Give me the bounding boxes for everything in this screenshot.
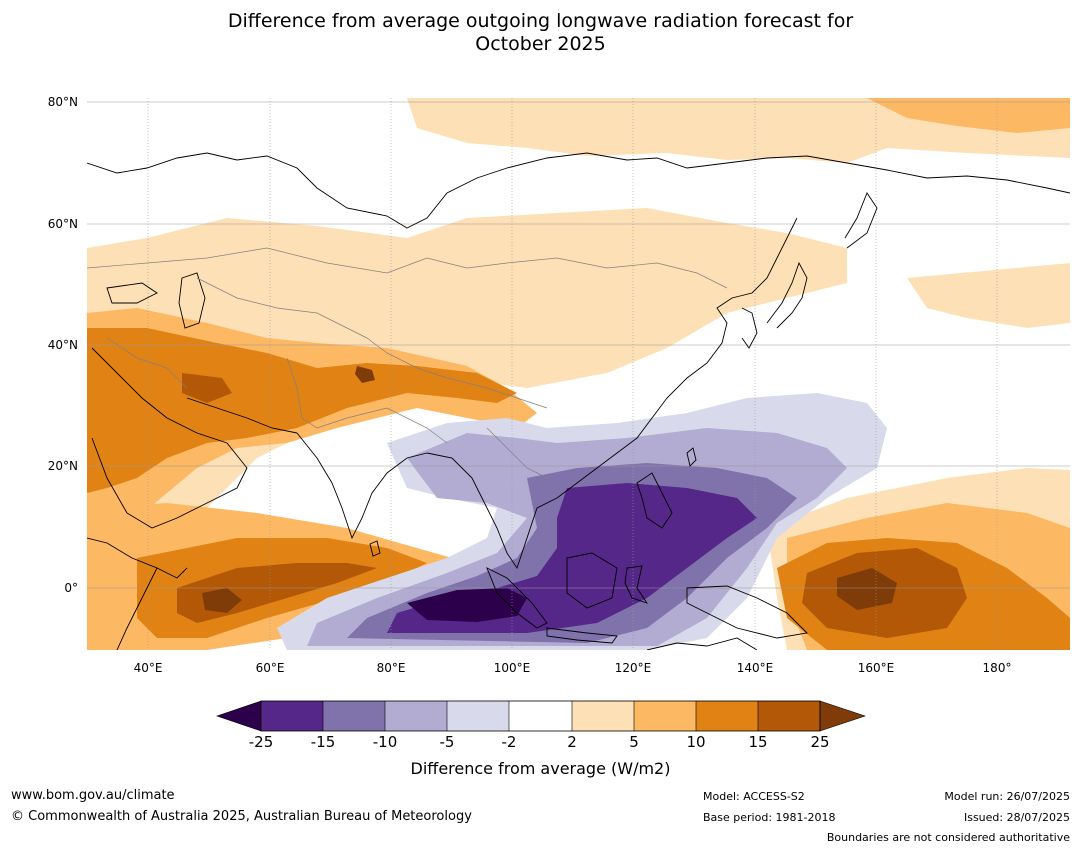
website-link[interactable]: www.bom.gov.au/climate xyxy=(11,788,175,803)
anomaly-map-svg xyxy=(87,98,1070,650)
arabian-peninsula xyxy=(91,347,248,529)
issued-text: Issued: 28/07/2025 xyxy=(963,811,1070,824)
sri-lanka xyxy=(369,540,381,557)
colorbar-bin-9 xyxy=(758,701,820,731)
map-title: Difference from average outgoing longwav… xyxy=(0,10,1081,56)
korea-peninsula xyxy=(741,307,758,349)
japan-islands xyxy=(766,261,808,329)
colorbar-tick-neg5: -5 xyxy=(439,733,455,751)
map-title-line1: Difference from average outgoing longwav… xyxy=(227,10,854,32)
boundary-russia-south xyxy=(87,247,728,289)
arctic-moderate-anomaly xyxy=(867,98,1070,133)
colorbar-outline xyxy=(260,700,821,732)
west-pacific-peak xyxy=(837,568,897,610)
central-asia-positive-anomaly xyxy=(87,208,847,588)
lon-label-80e: 80°E xyxy=(376,661,406,675)
lat-label-60n: 60°N xyxy=(47,217,78,231)
colorbar-label: Difference from average (W/m2) xyxy=(410,759,671,778)
colorbar-above-extension xyxy=(819,700,866,732)
lat-label-0: 0° xyxy=(64,581,78,595)
gridlines xyxy=(87,98,1070,650)
model-run-text: Model run: 26/07/2025 xyxy=(944,790,1070,803)
colorbar-dividers xyxy=(322,701,759,731)
lon-label-140e: 140°E xyxy=(736,661,774,675)
se-asia-coastline xyxy=(426,362,708,570)
disclaimer-text: Boundaries are not considered authoritat… xyxy=(826,831,1070,844)
anomaly-map xyxy=(87,98,1070,650)
map-title-line2: October 2025 xyxy=(475,33,606,55)
boundary-central-asia xyxy=(196,277,368,339)
colorbar-bin-1 xyxy=(261,701,323,731)
colorbar-tick-25: 25 xyxy=(810,733,830,751)
taiwan xyxy=(686,447,697,467)
sulawesi xyxy=(624,565,649,604)
new-guinea xyxy=(686,585,808,639)
lon-label-100e: 100°E xyxy=(493,661,531,675)
horn-of-africa xyxy=(156,567,188,579)
colorbar-below-extension xyxy=(216,700,262,732)
colorbar-bin-7 xyxy=(634,701,696,731)
east-asia-positive-anomaly xyxy=(907,263,1070,328)
lon-label-40e: 40°E xyxy=(133,661,163,675)
anomaly-fields xyxy=(87,98,1070,650)
colorbar-bin-4 xyxy=(447,701,509,731)
colorbar-tick-15: 15 xyxy=(748,733,768,751)
boundary-se-asia xyxy=(486,427,548,479)
philippines xyxy=(636,472,673,529)
lon-label-180: 180° xyxy=(982,661,1012,675)
colorbar-bin-6 xyxy=(572,701,634,731)
model-text: Model: ACCESS-S2 xyxy=(703,790,805,803)
colorbar-bin-5 xyxy=(509,701,572,731)
copyright-text: © Commonwealth of Australia 2025, Austra… xyxy=(11,809,472,824)
borneo xyxy=(566,552,618,609)
lon-label-160e: 160°E xyxy=(857,661,895,675)
colorbar-svg xyxy=(216,700,866,732)
kamchatka xyxy=(844,192,878,249)
colorbar-bin-2 xyxy=(323,701,385,731)
lat-label-80n: 80°N xyxy=(47,95,78,109)
lat-label-20n: 20°N xyxy=(47,459,78,473)
colorbar-bin-3 xyxy=(385,701,447,731)
colorbar-tick-neg10: -10 xyxy=(372,733,398,751)
tibet-peak-anomaly xyxy=(355,366,375,383)
west-asia-strong-anomaly xyxy=(87,328,517,493)
lon-label-120e: 120°E xyxy=(614,661,652,675)
iran-peak-anomaly xyxy=(182,373,232,403)
colorbar-bin-8 xyxy=(696,701,758,731)
sumatra xyxy=(486,567,548,629)
base-period-text: Base period: 1981-2018 xyxy=(703,811,836,824)
coastlines xyxy=(87,152,1070,650)
colorbar-tick-neg2: -2 xyxy=(501,733,517,751)
boundary-middle-east xyxy=(106,337,188,389)
africa-east-coast xyxy=(87,537,158,650)
boundary-china-west xyxy=(366,337,548,409)
black-sea xyxy=(106,282,158,304)
colorbar-tick-neg25: -25 xyxy=(248,733,274,751)
caspian-sea xyxy=(178,272,206,329)
country-boundaries xyxy=(87,247,728,479)
java xyxy=(546,627,618,644)
iran-coast xyxy=(186,397,298,434)
colorbar-tick-5: 5 xyxy=(629,733,639,751)
arctic-coastline xyxy=(87,152,1070,229)
maritime-peak-negative xyxy=(407,588,527,622)
indian-ocean-peak xyxy=(202,588,242,613)
australia-north-coast xyxy=(646,637,758,650)
india-coastline xyxy=(296,432,428,540)
boundary-south-asia xyxy=(286,357,448,444)
china-coastline xyxy=(706,217,798,364)
colorbar xyxy=(215,700,867,736)
lat-label-40n: 40°N xyxy=(47,338,78,352)
colorbar-tick-neg15: -15 xyxy=(310,733,336,751)
lon-label-60e: 60°E xyxy=(255,661,285,675)
colorbar-tick-2: 2 xyxy=(567,733,577,751)
colorbar-tick-10: 10 xyxy=(686,733,706,751)
